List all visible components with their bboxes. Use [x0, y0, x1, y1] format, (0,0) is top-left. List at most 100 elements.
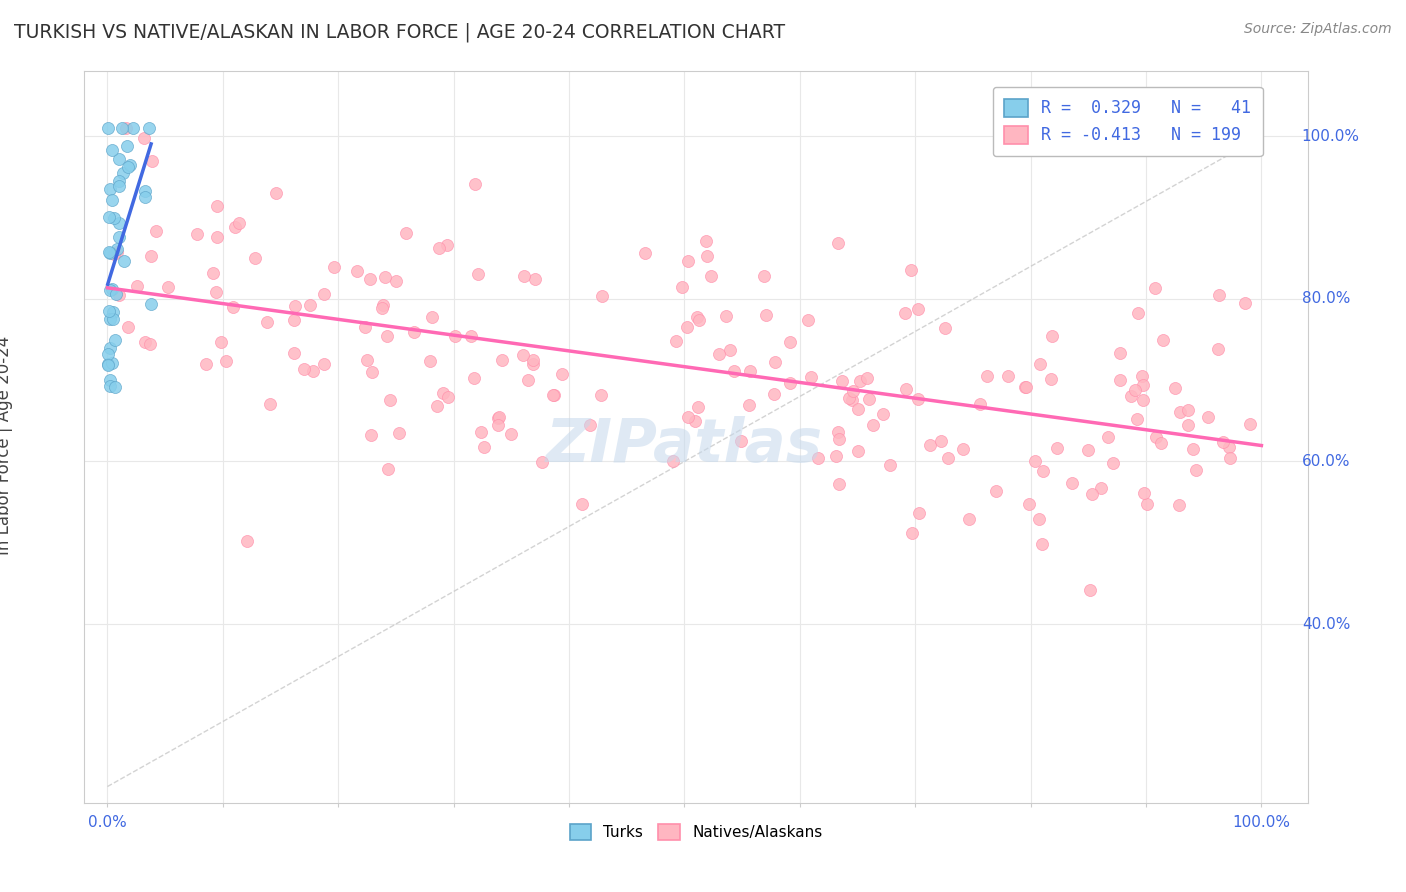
- Point: [1233, 296, 1256, 310]
- Point: [256, 315, 278, 329]
- Point: [100, 312, 122, 326]
- Point: [695, 235, 717, 249]
- Point: [404, 325, 426, 339]
- Point: [371, 298, 394, 312]
- Point: [931, 434, 953, 449]
- Point: [952, 442, 974, 457]
- Point: [1029, 357, 1052, 371]
- Point: [228, 216, 250, 230]
- Point: [353, 319, 375, 334]
- Point: [986, 483, 1008, 498]
- Point: [591, 288, 613, 302]
- Point: [846, 402, 869, 417]
- Text: 100.0%: 100.0%: [1233, 815, 1291, 830]
- Point: [1126, 306, 1149, 320]
- Point: [1102, 456, 1125, 470]
- Point: [879, 458, 901, 472]
- Point: [463, 371, 485, 385]
- Point: [472, 440, 495, 454]
- Point: [828, 476, 851, 491]
- Point: [1167, 498, 1189, 512]
- Point: [827, 235, 849, 250]
- Point: [1218, 440, 1240, 454]
- Point: [1028, 512, 1050, 526]
- Point: [104, 379, 127, 393]
- Point: [675, 319, 697, 334]
- Point: [662, 454, 685, 468]
- Point: [464, 178, 486, 192]
- Point: [194, 357, 217, 371]
- Point: [522, 353, 544, 368]
- Point: [98, 379, 121, 393]
- Point: [896, 382, 918, 396]
- Point: [470, 425, 492, 439]
- Point: [918, 437, 941, 451]
- Point: [779, 335, 801, 350]
- Point: [100, 193, 122, 207]
- Point: [108, 216, 131, 230]
- Point: [264, 186, 287, 200]
- Point: [688, 312, 710, 326]
- Point: [125, 279, 148, 293]
- Point: [1130, 368, 1153, 383]
- Point: [138, 121, 160, 136]
- Point: [98, 210, 121, 224]
- Point: [800, 370, 823, 384]
- Point: [828, 432, 851, 446]
- Point: [1170, 405, 1192, 419]
- Point: [108, 174, 131, 188]
- Point: [1015, 380, 1038, 394]
- Point: [696, 249, 718, 263]
- Point: [98, 182, 121, 196]
- Point: [763, 355, 786, 369]
- Point: [121, 121, 143, 136]
- Point: [486, 418, 509, 433]
- Point: [346, 264, 368, 278]
- Point: [112, 253, 135, 268]
- Point: [716, 310, 738, 324]
- Point: [205, 285, 228, 300]
- Point: [97, 347, 120, 361]
- Point: [862, 417, 884, 432]
- Point: [491, 352, 513, 367]
- Point: [97, 357, 120, 371]
- Point: [117, 160, 139, 174]
- Point: [841, 384, 863, 398]
- Point: [1077, 443, 1099, 458]
- Point: [1163, 381, 1185, 395]
- Point: [841, 392, 863, 407]
- Point: [205, 199, 228, 213]
- Point: [419, 353, 441, 368]
- Point: [969, 397, 991, 411]
- Point: [752, 269, 775, 284]
- Point: [98, 304, 121, 318]
- Point: [513, 269, 536, 284]
- Point: [755, 308, 778, 322]
- Point: [516, 373, 538, 387]
- Text: ZIPatlas: ZIPatlas: [546, 416, 823, 475]
- Point: [541, 388, 564, 402]
- Point: [444, 328, 467, 343]
- Point: [827, 425, 849, 439]
- Point: [488, 409, 510, 424]
- Point: [524, 272, 547, 286]
- Text: 100.0%: 100.0%: [1302, 128, 1360, 144]
- Point: [900, 263, 922, 277]
- Point: [115, 121, 138, 136]
- Point: [322, 260, 344, 275]
- Point: [97, 121, 120, 136]
- Point: [132, 130, 155, 145]
- Point: [312, 357, 335, 371]
- Point: [1090, 481, 1112, 495]
- Point: [957, 512, 980, 526]
- Point: [936, 451, 959, 466]
- Point: [186, 227, 208, 242]
- Point: [676, 409, 699, 424]
- Point: [796, 313, 818, 327]
- Point: [1078, 583, 1101, 598]
- Point: [436, 237, 458, 252]
- Point: [740, 364, 762, 378]
- Point: [105, 244, 128, 259]
- Point: [359, 271, 381, 285]
- Point: [107, 152, 129, 166]
